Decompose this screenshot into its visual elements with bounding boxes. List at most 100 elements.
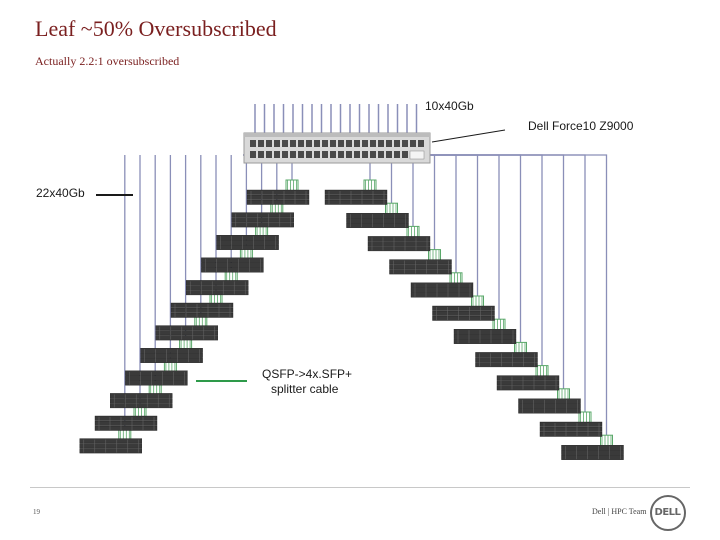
switch-port	[250, 140, 256, 147]
switch-port	[258, 151, 264, 158]
switch-port	[378, 140, 384, 147]
switch-port	[338, 151, 344, 158]
server-unit	[346, 222, 409, 228]
server-unit	[185, 290, 249, 296]
switch-label: Dell Force10 Z9000	[528, 119, 634, 133]
server-unit	[125, 370, 188, 376]
left-server	[140, 348, 203, 363]
downlink-line	[412, 154, 430, 227]
switch-port	[322, 140, 328, 147]
server-unit	[246, 189, 310, 195]
right-server	[389, 259, 452, 275]
downlink-line	[430, 154, 436, 250]
switch-port	[298, 151, 304, 158]
server-unit	[410, 287, 474, 293]
switch-port	[402, 140, 408, 147]
left-server	[216, 234, 279, 250]
left-server	[125, 370, 188, 386]
cable-label-line1: QSFP->4x.SFP+	[262, 367, 353, 381]
server-unit	[518, 403, 581, 409]
server-unit	[389, 264, 452, 270]
server-unit	[346, 217, 409, 223]
right-server	[346, 212, 409, 228]
server-unit	[155, 335, 219, 341]
switch-port	[346, 140, 352, 147]
switch-port	[330, 151, 336, 158]
server-unit	[453, 329, 517, 334]
server-unit	[496, 380, 560, 386]
server-unit	[389, 269, 452, 275]
server-stacks	[79, 189, 624, 460]
server-unit	[518, 408, 581, 414]
switch-port	[282, 151, 288, 158]
server-unit	[125, 380, 188, 386]
server-unit	[246, 194, 310, 200]
server-unit	[140, 353, 203, 358]
switch-port	[250, 151, 256, 158]
server-unit	[216, 244, 279, 250]
server-unit	[231, 212, 295, 218]
switch-fan-panel	[409, 150, 425, 160]
right-server	[432, 305, 495, 321]
downlinks-label: 22x40Gb	[36, 186, 85, 200]
left-server	[109, 393, 173, 409]
downlink-line	[430, 154, 608, 436]
switch-port	[378, 151, 384, 158]
switch-port	[338, 140, 344, 147]
switch-port	[362, 151, 368, 158]
server-unit	[170, 307, 234, 313]
server-unit	[410, 292, 474, 298]
server-unit	[140, 358, 203, 363]
server-unit	[367, 241, 431, 247]
server-unit	[125, 375, 188, 381]
server-unit	[231, 217, 295, 223]
dell-logo-text: DELL	[654, 507, 681, 518]
server-unit	[432, 310, 495, 316]
server-unit	[170, 302, 234, 308]
server-unit	[389, 259, 452, 265]
server-unit	[410, 282, 474, 288]
server-unit	[201, 262, 264, 268]
right-server	[496, 375, 560, 391]
left-server	[231, 212, 295, 228]
server-unit	[79, 438, 143, 444]
server-unit	[231, 222, 295, 228]
left-server	[246, 189, 310, 205]
server-unit	[324, 194, 388, 200]
server-unit	[475, 352, 538, 358]
server-unit	[324, 189, 388, 195]
server-unit	[109, 403, 173, 409]
page-number: 19	[33, 508, 40, 516]
z9000-switch	[243, 132, 431, 164]
switch-port	[290, 140, 296, 147]
server-unit	[346, 212, 409, 218]
server-unit	[185, 285, 249, 291]
server-unit	[94, 425, 158, 431]
switch-port	[394, 151, 400, 158]
switch-port	[266, 151, 272, 158]
server-unit	[79, 448, 143, 454]
switch-port	[370, 140, 376, 147]
switch-port	[330, 140, 336, 147]
server-unit	[561, 445, 624, 450]
server-unit	[496, 385, 560, 391]
uplinks-label: 10x40Gb	[425, 99, 474, 113]
switch-pointer	[431, 129, 506, 143]
server-unit	[79, 443, 143, 449]
server-unit	[201, 257, 264, 263]
server-unit	[496, 375, 560, 381]
server-unit	[185, 280, 249, 286]
right-server	[561, 445, 624, 460]
switch-port	[274, 151, 280, 158]
left-server	[94, 415, 158, 431]
switch-port	[314, 140, 320, 147]
server-unit	[246, 199, 310, 205]
server-unit	[539, 431, 603, 437]
downlink-line	[430, 154, 479, 296]
footer-team: Dell | HPC Team	[592, 507, 647, 516]
switch-port	[362, 140, 368, 147]
switch-port	[386, 151, 392, 158]
right-server	[539, 421, 603, 437]
switch-port	[354, 151, 360, 158]
